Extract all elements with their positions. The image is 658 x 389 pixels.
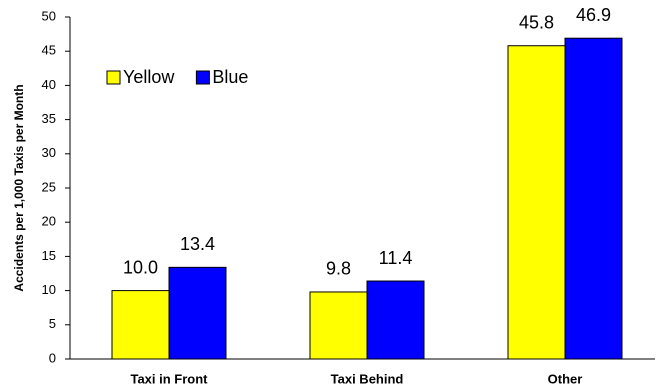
- y-tick-label: 0: [49, 350, 56, 365]
- y-tick-label: 5: [49, 316, 56, 331]
- y-tick-label: 10: [42, 282, 56, 297]
- legend-label: Yellow: [123, 67, 175, 87]
- bar: [111, 290, 170, 360]
- y-tick-label: 25: [42, 179, 56, 194]
- bar: [168, 266, 227, 360]
- y-axis-label: Accidents per 1,000 Taxis per Month: [12, 84, 26, 291]
- x-tick-label: Taxi in Front: [130, 371, 208, 386]
- legend-swatch: [195, 70, 210, 85]
- legend-swatch: [106, 70, 121, 85]
- bar: [366, 280, 425, 360]
- bar: [564, 37, 623, 360]
- x-tick-label: Other: [548, 371, 583, 386]
- legend-label: Blue: [212, 67, 248, 87]
- value-label: 11.4: [379, 248, 413, 268]
- x-tick-label: Taxi Behind: [331, 371, 404, 386]
- value-label: 13.4: [180, 234, 215, 254]
- y-tick-label: 45: [42, 43, 56, 58]
- value-label: 9.8: [326, 259, 351, 279]
- value-label: 10.0: [123, 257, 158, 277]
- bar: [507, 45, 566, 360]
- bar: [309, 291, 368, 360]
- value-label: 46.9: [576, 5, 611, 25]
- y-tick-label: 15: [42, 248, 56, 263]
- y-tick-label: 30: [42, 145, 56, 160]
- value-label: 45.8: [519, 12, 554, 32]
- y-tick-label: 20: [42, 214, 56, 229]
- y-tick-label: 50: [42, 8, 56, 23]
- y-tick-label: 35: [42, 111, 56, 126]
- y-tick-label: 40: [42, 77, 56, 92]
